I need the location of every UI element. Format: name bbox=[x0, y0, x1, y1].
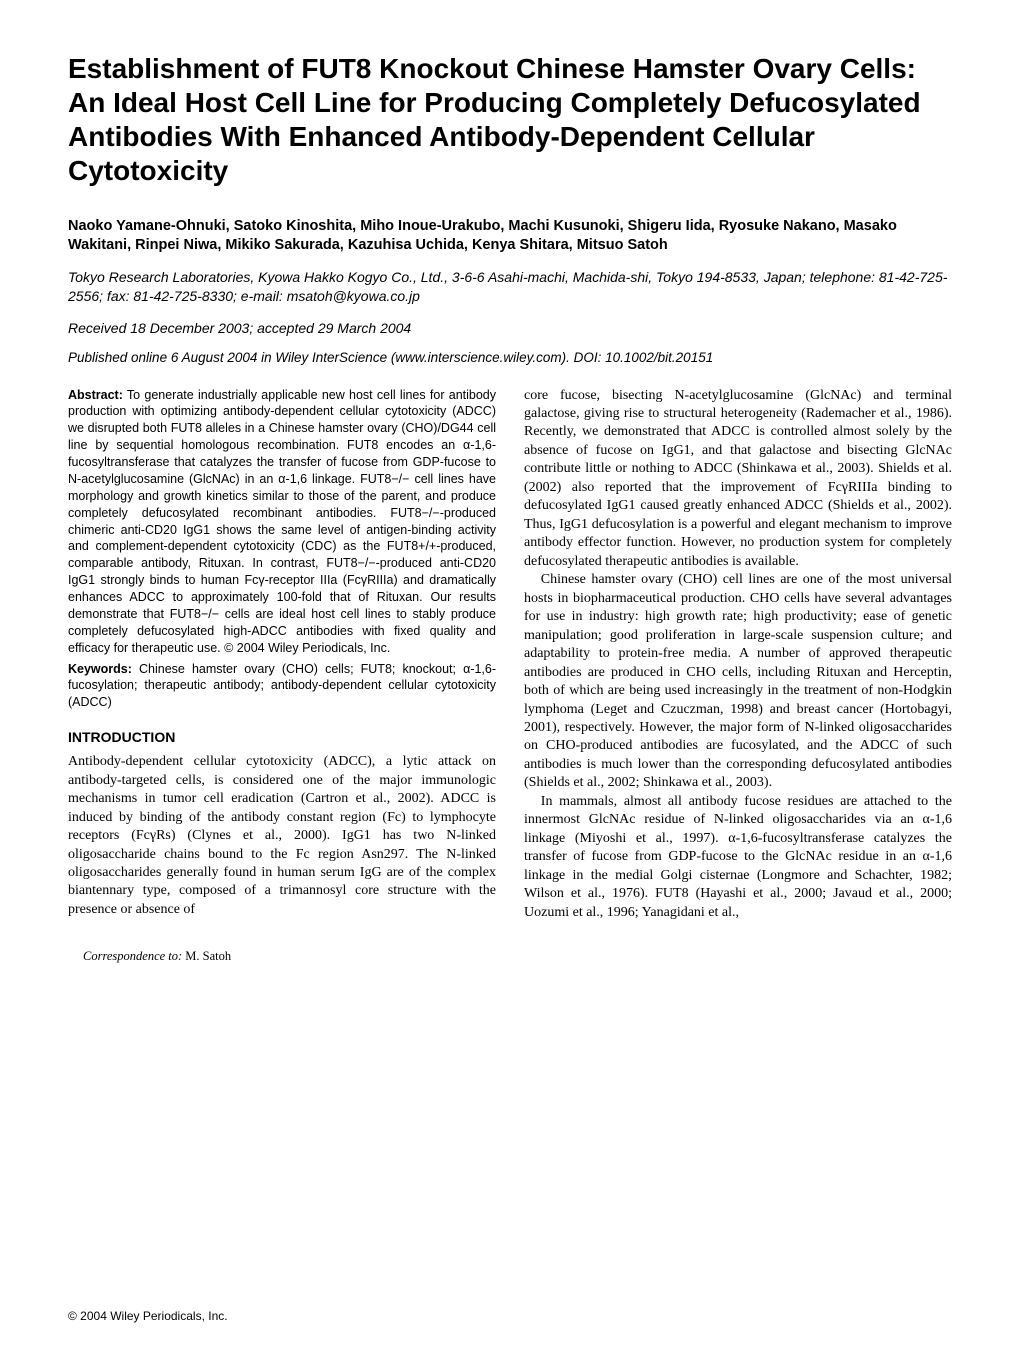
keywords-text: Chinese hamster ovary (CHO) cells; FUT8;… bbox=[68, 662, 496, 710]
keywords-heading: Keywords: bbox=[68, 662, 132, 676]
keywords-block: Keywords: Chinese hamster ovary (CHO) ce… bbox=[68, 661, 496, 712]
right-column: core fucose, bisecting N-acetylglucosami… bbox=[524, 387, 952, 965]
correspondence-label: Correspondence to: bbox=[83, 949, 182, 963]
abstract-heading: Abstract: bbox=[68, 388, 123, 402]
abstract-block: Abstract: To generate industrially appli… bbox=[68, 387, 496, 657]
intro-paragraph-3: In mammals, almost all antibody fucose r… bbox=[524, 793, 952, 922]
published-online-line: Published online 6 August 2004 in Wiley … bbox=[68, 350, 952, 365]
author-list: Naoko Yamane-Ohnuki, Satoko Kinoshita, M… bbox=[68, 217, 952, 256]
article-title: Establishment of FUT8 Knockout Chinese H… bbox=[68, 52, 952, 189]
received-accepted-line: Received 18 December 2003; accepted 29 M… bbox=[68, 320, 952, 336]
two-column-layout: Abstract: To generate industrially appli… bbox=[68, 387, 952, 965]
left-column: Abstract: To generate industrially appli… bbox=[68, 387, 496, 965]
page-footer-copyright: © 2004 Wiley Periodicals, Inc. bbox=[68, 1309, 228, 1323]
intro-paragraph-2: Chinese hamster ovary (CHO) cell lines a… bbox=[524, 571, 952, 793]
intro-paragraph-1: Antibody-dependent cellular cytotoxicity… bbox=[68, 753, 496, 919]
affiliation-block: Tokyo Research Laboratories, Kyowa Hakko… bbox=[68, 268, 952, 306]
correspondence-name: M. Satoh bbox=[182, 949, 231, 963]
intro-paragraph-1-cont: core fucose, bisecting N-acetylglucosami… bbox=[524, 387, 952, 572]
abstract-text: To generate industrially applicable new … bbox=[68, 388, 496, 655]
section-heading-introduction: INTRODUCTION bbox=[68, 729, 496, 745]
correspondence-line: Correspondence to: M. Satoh bbox=[68, 949, 496, 964]
